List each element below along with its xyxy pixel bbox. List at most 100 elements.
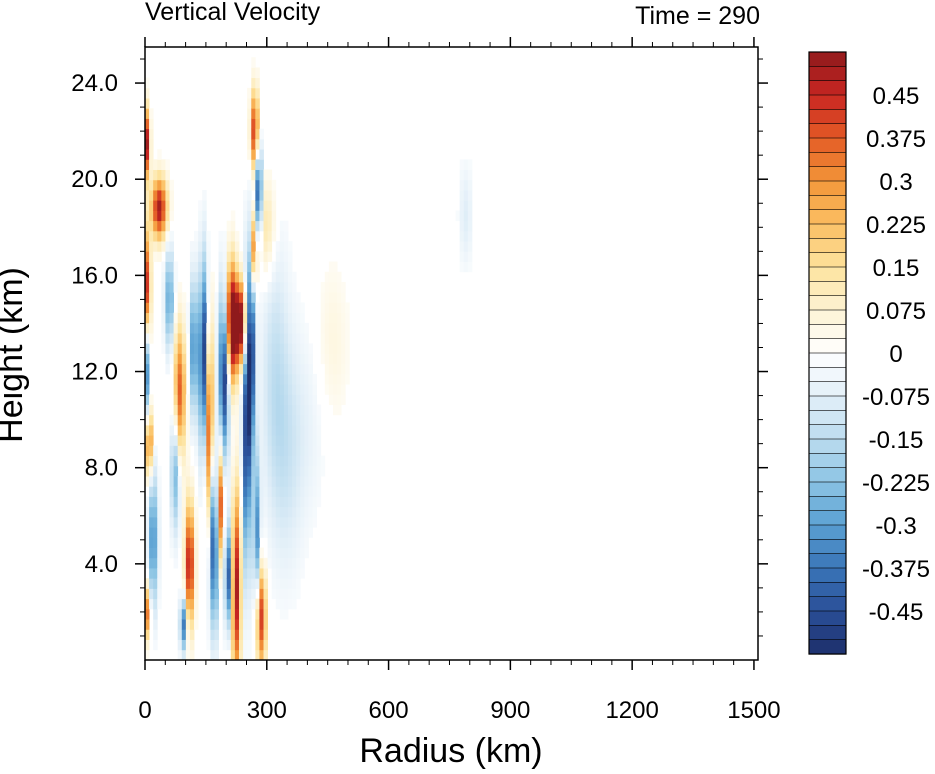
heatmap-cell: [251, 67, 256, 79]
heatmap-cell: [300, 445, 305, 457]
heatmap-cell: [173, 394, 179, 405]
heatmap-cell: [247, 343, 252, 354]
heatmap-cell: [279, 455, 285, 467]
heatmap-cell: [328, 343, 334, 354]
heatmap-cell: [296, 455, 301, 467]
heatmap-cell: [181, 516, 187, 528]
heatmap-cell: [238, 333, 244, 344]
heatmap-cell: [177, 476, 183, 487]
heatmap-cell: [230, 537, 236, 549]
heatmap-cell: [189, 629, 195, 640]
heatmap-cell: [296, 302, 301, 314]
heatmap-cell: [169, 465, 175, 477]
heatmap-cell: [185, 322, 191, 334]
heatmap-cell: [243, 230, 248, 242]
heatmap-cell: [173, 445, 179, 457]
heatmap-cell: [288, 414, 293, 426]
heatmap-cell: [259, 547, 264, 559]
heatmap-cell: [149, 578, 154, 589]
heatmap-cell: [149, 281, 154, 293]
heatmap-cell: [459, 220, 465, 232]
heatmap-cell: [206, 486, 211, 497]
heatmap-cell: [247, 241, 252, 252]
heatmap-cell: [263, 578, 268, 589]
heatmap-cell: [234, 292, 240, 303]
heatmap-cell: [275, 465, 281, 477]
heatmap-cell: [263, 322, 268, 334]
heatmap-cell: [275, 333, 281, 344]
heatmap-cell: [324, 333, 330, 344]
colorbar-box: [808, 295, 847, 311]
heatmap-cell: [206, 445, 211, 457]
heatmap-cell: [169, 333, 175, 344]
heatmap-cell: [149, 435, 154, 446]
heatmap-cell: [283, 261, 289, 273]
heatmap-cell: [247, 312, 252, 324]
heatmap-cell: [292, 568, 297, 579]
colorbar-box: [808, 80, 847, 96]
heatmap-cell: [153, 179, 158, 191]
heatmap-cell: [263, 506, 268, 518]
heatmap-cell: [214, 527, 219, 538]
heatmap-cell: [255, 353, 260, 365]
heatmap-cell: [292, 373, 297, 385]
chart-subtitle: Time = 290: [635, 2, 760, 30]
heatmap-cell: [157, 527, 162, 538]
heatmap-cell: [288, 598, 293, 610]
heatmap-cell: [259, 476, 264, 487]
heatmap-cell: [271, 578, 277, 589]
heatmap-cell: [145, 292, 150, 303]
heatmap-cell: [181, 557, 187, 569]
heatmap-cell: [145, 445, 150, 457]
heatmap-cell: [161, 190, 166, 201]
heatmap-cell: [222, 465, 228, 477]
heatmap-cell: [304, 465, 309, 477]
heatmap-cell: [267, 394, 273, 405]
heatmap-cell: [275, 343, 281, 354]
heatmap-cell: [177, 414, 183, 426]
heatmap-cell: [238, 619, 244, 630]
heatmap-cell: [283, 292, 289, 303]
heatmap-cell: [467, 210, 473, 222]
heatmap-cell: [332, 394, 338, 405]
heatmap-cell: [243, 527, 248, 538]
heatmap-cell: [177, 384, 183, 395]
heatmap-cell: [185, 465, 191, 477]
heatmap-cell: [234, 230, 240, 242]
heatmap-cell: [255, 414, 260, 426]
heatmap-cell: [161, 179, 166, 191]
heatmap-cell: [202, 353, 207, 365]
heatmap-cell: [275, 312, 281, 324]
heatmap-cell: [230, 322, 236, 334]
heatmap-cell: [316, 496, 322, 508]
heatmap-cell: [243, 353, 248, 365]
heatmap-cell: [332, 261, 338, 273]
heatmap-cell: [226, 414, 232, 426]
heatmap-cell: [218, 251, 224, 262]
heatmap-cell: [149, 210, 154, 222]
heatmap-cell: [296, 557, 301, 569]
heatmap-cell: [194, 527, 199, 538]
heatmap-cell: [185, 588, 191, 600]
heatmap-cell: [271, 281, 277, 293]
heatmap-cell: [169, 241, 175, 252]
heatmap-cell: [255, 190, 260, 201]
heatmap-cell: [247, 506, 252, 518]
heatmap-cell: [165, 241, 170, 252]
heatmap-cell: [255, 435, 260, 446]
heatmap-cell: [189, 425, 195, 436]
heatmap-cell: [251, 200, 256, 211]
heatmap-cell: [181, 445, 187, 457]
heatmap-cell: [263, 557, 268, 569]
heatmap-cell: [206, 496, 211, 508]
heatmap-cell: [165, 312, 170, 324]
heatmap-cell: [181, 343, 187, 354]
heatmap-cell: [230, 210, 236, 222]
heatmap-cell: [296, 394, 301, 405]
heatmap-cell: [202, 425, 207, 436]
heatmap-cell: [283, 322, 289, 334]
heatmap-cell: [296, 353, 301, 365]
heatmap-cell: [194, 312, 199, 324]
heatmap-cell: [145, 619, 150, 630]
heatmap-cell: [316, 414, 322, 426]
